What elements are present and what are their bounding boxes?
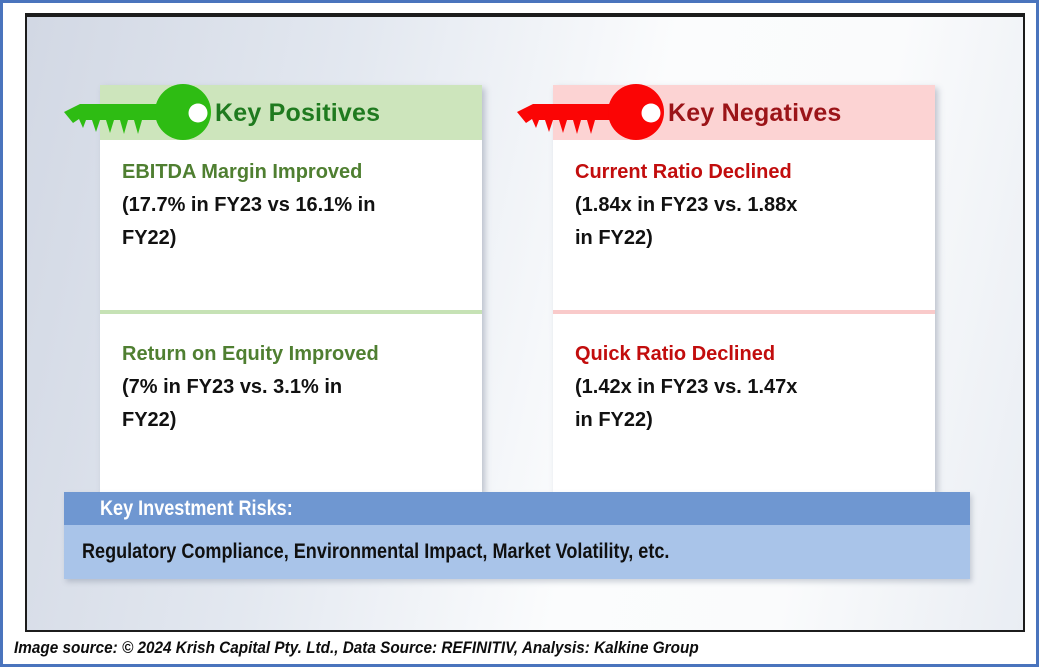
positives-header-title: Key Positives [215,99,381,127]
card-title: Return on Equity Improved [122,343,379,365]
key-shaft [517,104,623,134]
risks-body-text: Regulatory Compliance, Environmental Imp… [82,540,670,563]
risks-header-title: Key Investment Risks: [100,497,293,520]
positive-card-ebitda: EBITDA Margin Improved (17.7% in FY23 vs… [100,140,482,310]
negative-card-quick-ratio: Quick Ratio Declined (1.42x in FY23 vs. … [553,314,935,492]
key-head [155,84,211,140]
card-line: (7% in FY23 vs. 3.1% in [122,376,343,398]
card-line: FY22) [122,409,177,431]
negatives-panel: Key Negatives Current Ratio Declined (1.… [553,85,935,492]
risks-section: Key Investment Risks: Regulatory Complia… [64,492,970,579]
card-line: in FY22) [575,409,653,431]
negatives-divider [553,310,935,314]
positives-divider [100,310,482,314]
key-shaft [64,104,170,134]
positives-panel: Key Positives EBITDA Margin Improved (17… [100,85,482,492]
card-line: (1.84x in FY23 vs. 1.88x [575,194,798,216]
key-hole [641,103,661,123]
image-source-text: Image source: © 2024 Krish Capital Pty. … [14,638,699,657]
green-key-icon [64,84,211,140]
negative-card-current-ratio: Current Ratio Declined (1.84x in FY23 vs… [553,140,935,310]
card-title: Current Ratio Declined [575,161,792,183]
risks-header: Key Investment Risks: [64,492,970,525]
card-line: FY22) [122,227,177,249]
positive-card-roe: Return on Equity Improved (7% in FY23 vs… [100,314,482,492]
card-line: (1.42x in FY23 vs. 1.47x [575,376,798,398]
card-title: EBITDA Margin Improved [122,161,363,183]
negatives-header-title: Key Negatives [668,99,842,127]
card-line: in FY22) [575,227,653,249]
card-line: (17.7% in FY23 vs 16.1% in [122,194,376,216]
card-title: Quick Ratio Declined [575,343,776,365]
key-hole [188,103,208,123]
key-head [608,84,664,140]
image-source-note: Image source: © 2024 Krish Capital Pty. … [14,633,775,663]
red-key-icon [517,84,664,140]
risks-body: Regulatory Compliance, Environmental Imp… [64,525,970,579]
